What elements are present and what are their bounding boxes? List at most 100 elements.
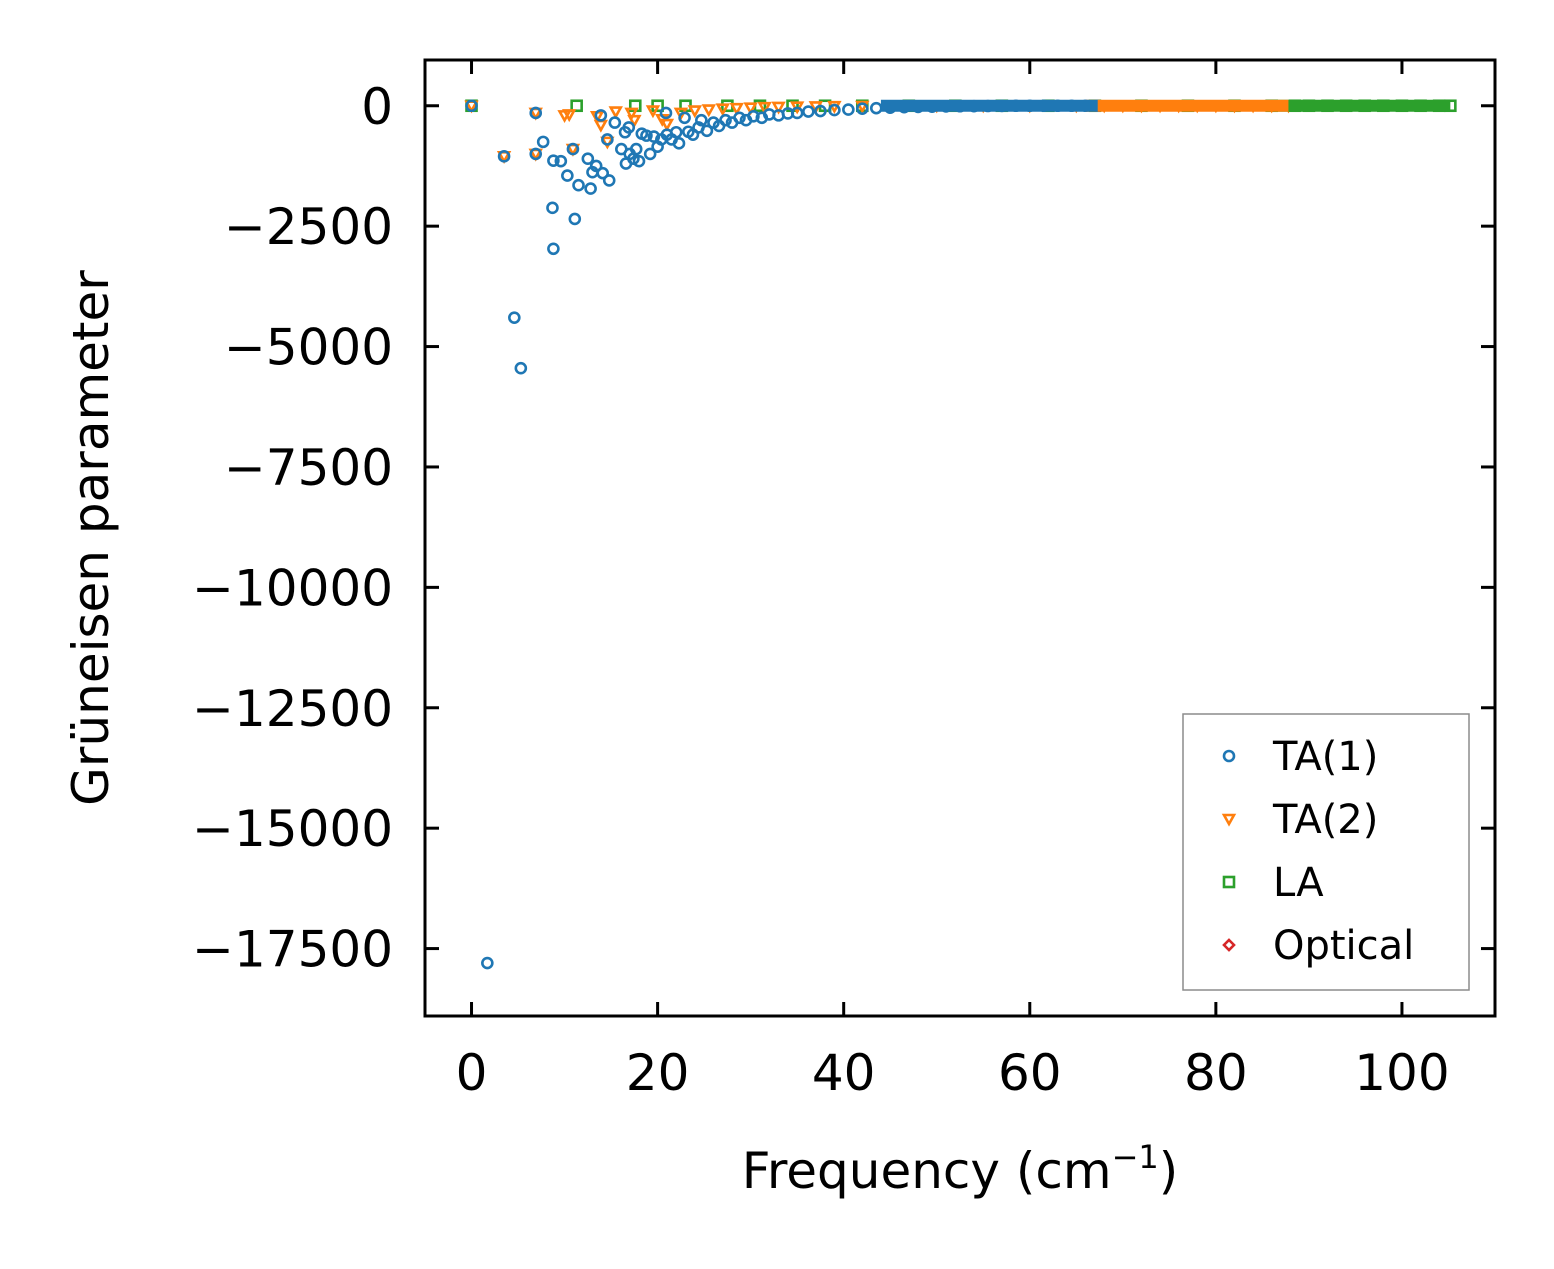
data-point — [596, 166, 610, 180]
data-point — [554, 154, 568, 168]
data-point — [659, 106, 673, 120]
dense-band-ta-2- — [1085, 99, 1289, 112]
y-axis-ticks: 0 −2500 −5000 −7500 −10000 −12500 −15000 −17500 — [192, 78, 1495, 979]
data-point — [715, 103, 730, 117]
legend: TA(1) TA(2) LA Optical — [1182, 713, 1470, 991]
data-point — [536, 135, 550, 149]
x-tick-label: 0 — [456, 1044, 488, 1102]
legend-entries: TA(1) TA(2) LA Optical — [1221, 734, 1414, 969]
x-tick-label: 20 — [626, 1044, 690, 1102]
data-point — [700, 124, 714, 138]
data-point — [600, 136, 615, 150]
data-point — [828, 103, 841, 117]
data-point — [643, 147, 657, 161]
data-point — [602, 174, 616, 187]
data-point — [640, 129, 653, 142]
data-point — [566, 142, 580, 156]
data-point — [497, 150, 511, 163]
data-point — [701, 104, 716, 118]
data-point — [529, 147, 543, 161]
data-point — [687, 105, 703, 119]
x-axis-label-suffix: ) — [1159, 1142, 1179, 1200]
data-point — [529, 106, 543, 120]
data-point — [645, 105, 661, 119]
y-tick-label: −2500 — [224, 198, 393, 256]
legend-entry: Optical — [1222, 923, 1414, 969]
x-tick-label: 80 — [1184, 1044, 1248, 1102]
data-point — [570, 99, 583, 113]
data-point — [562, 109, 577, 123]
data-point — [842, 103, 855, 116]
x-tick-label: 40 — [812, 1044, 876, 1102]
dense-band-la — [1276, 99, 1451, 112]
data-point — [855, 100, 870, 114]
data-point — [757, 101, 772, 115]
data-point — [624, 107, 639, 121]
data-point — [627, 114, 642, 128]
y-axis-label: Grüneisen parameter — [62, 270, 120, 806]
data-point — [856, 102, 869, 115]
data-point — [568, 212, 582, 226]
data-point — [719, 113, 732, 127]
data-point — [622, 121, 636, 134]
y-tick-label: −7500 — [224, 439, 393, 497]
data-point — [546, 201, 559, 215]
data-point — [547, 242, 560, 256]
data-point — [601, 133, 614, 146]
data-point — [632, 154, 646, 168]
data-point — [514, 361, 528, 375]
legend-label: TA(1) — [1272, 734, 1378, 780]
legend-entry: TA(2) — [1221, 797, 1378, 843]
legend-label: Optical — [1273, 923, 1414, 969]
legend-label: LA — [1273, 860, 1324, 906]
data-point — [647, 130, 661, 143]
x-axis-ticks: 0 20 40 60 80 100 — [456, 60, 1450, 1102]
x-axis-label: Frequency (cm−1) — [742, 1138, 1179, 1200]
data-point — [695, 113, 708, 127]
legend-entry: LA — [1222, 860, 1324, 906]
data-point — [561, 169, 574, 182]
data-point — [572, 178, 585, 192]
y-tick-label: −10000 — [192, 559, 393, 617]
data-point — [608, 106, 623, 120]
data-point — [747, 110, 760, 123]
dense-band-ta-1- — [880, 99, 1098, 112]
y-tick-label: −12500 — [192, 680, 393, 738]
data-point — [678, 111, 691, 125]
plot-frame — [423, 58, 1497, 1018]
legend-marker — [1222, 875, 1236, 889]
data-point — [581, 152, 595, 166]
data-point — [790, 106, 804, 120]
legend-entry: TA(1) — [1222, 734, 1378, 780]
data-point — [629, 142, 643, 156]
legend-label: TA(2) — [1272, 797, 1378, 843]
data-point — [672, 137, 686, 150]
data-point — [547, 154, 560, 167]
data-point — [594, 109, 608, 122]
data-point — [733, 111, 746, 125]
data-point — [465, 99, 478, 113]
legend-marker — [1222, 749, 1236, 763]
data-point — [589, 159, 603, 173]
x-axis-label-text: Frequency (cm — [742, 1142, 1112, 1200]
data-point — [743, 102, 758, 116]
data-point — [802, 105, 815, 118]
data-point — [669, 125, 683, 139]
legend-marker — [1221, 813, 1237, 827]
data-point — [481, 956, 494, 970]
data-point — [771, 101, 786, 115]
y-tick-label: 0 — [361, 78, 393, 136]
legend-marker — [1222, 938, 1236, 952]
data-point — [659, 118, 675, 132]
x-tick-label: 60 — [998, 1044, 1062, 1102]
data-series — [464, 99, 1457, 970]
y-tick-label: −17500 — [192, 921, 393, 979]
y-tick-label: −15000 — [192, 800, 393, 858]
data-point — [729, 102, 744, 116]
x-axis-label-superscript: −1 — [1112, 1138, 1159, 1176]
data-point — [608, 116, 622, 129]
x-tick-label: 100 — [1354, 1044, 1449, 1102]
